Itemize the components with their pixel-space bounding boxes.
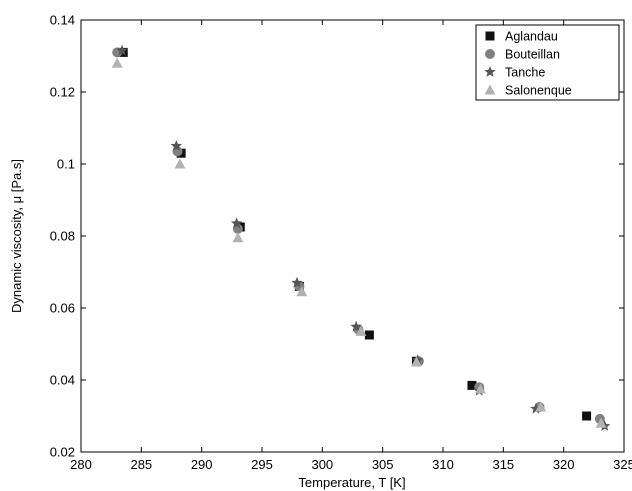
x-tick-label: 320	[553, 457, 575, 472]
legend-marker-salonenque	[484, 84, 496, 95]
data-point-aglandau	[467, 380, 477, 390]
y-axis-title: Dynamic viscosity, μ [Pa.s]	[9, 159, 24, 313]
data-point-salonenque	[111, 57, 123, 68]
x-tick-label: 325	[613, 457, 632, 472]
legend-marker-aglandau	[485, 31, 495, 41]
legend-marker-bouteillan	[485, 49, 495, 59]
series-salonenque	[111, 57, 607, 428]
x-tick-label: 295	[251, 457, 273, 472]
x-tick-label: 280	[70, 457, 92, 472]
y-tick-label: 0.14	[50, 13, 75, 28]
data-point-salonenque	[410, 356, 422, 367]
x-axis-title: Temperature, T [K]	[298, 475, 405, 490]
y-tick-label: 0.04	[50, 373, 75, 388]
data-point-salonenque	[535, 401, 547, 412]
legend-box	[475, 24, 620, 101]
y-tick-label: 0.1	[57, 157, 75, 172]
data-point-salonenque	[474, 383, 486, 394]
data-points	[111, 44, 611, 431]
data-point-tanche	[230, 217, 243, 229]
data-point-tanche	[530, 402, 542, 414]
data-point-tanche	[291, 276, 303, 288]
legend: Aglandau Bouteillan Tanche Salonenque	[475, 24, 620, 101]
x-tick-label: 310	[432, 457, 454, 472]
y-tick-label: 0.12	[50, 85, 75, 100]
axis-ticks: 280 285 290 295 300 305 310 315 320 325 0.02 0.04 0.…	[50, 13, 632, 473]
legend-label-aglandau: Aglandau	[505, 30, 558, 44]
data-point-salonenque	[355, 325, 367, 336]
y-tick-label: 0.02	[50, 445, 75, 460]
x-tick-label: 315	[492, 457, 514, 472]
data-point-salonenque	[174, 158, 186, 169]
data-point-tanche	[350, 320, 362, 332]
legend-label-tanche: Tanche	[505, 66, 545, 80]
data-point-salonenque	[232, 232, 244, 243]
legend-label-bouteillan: Bouteillan	[505, 48, 560, 62]
legend-label-salonenque: Salonenque	[505, 84, 572, 98]
x-tick-label: 300	[311, 457, 333, 472]
x-tick-label: 290	[191, 457, 213, 472]
x-tick-label: 285	[130, 457, 152, 472]
data-point-salonenque	[595, 417, 607, 428]
legend-marker-tanche	[484, 66, 496, 77]
y-tick-label: 0.06	[50, 301, 75, 316]
data-point-tanche	[170, 140, 183, 151]
data-point-aglandau	[364, 330, 374, 340]
x-tick-label: 305	[372, 457, 394, 472]
data-point-salonenque	[296, 286, 308, 297]
y-tick-label: 0.08	[50, 229, 75, 244]
data-point-tanche	[116, 44, 128, 56]
data-point-aglandau	[582, 411, 592, 421]
